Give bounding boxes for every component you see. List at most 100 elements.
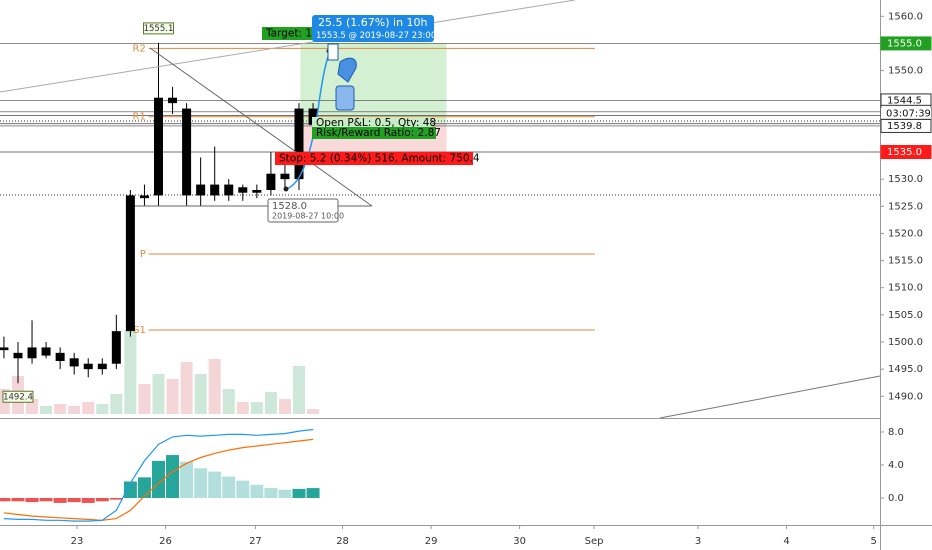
target-zone xyxy=(300,43,447,124)
macd-histogram-bar xyxy=(222,476,236,498)
y-tick-label: 1490.0 xyxy=(888,391,923,402)
countdown-tag xyxy=(881,107,931,119)
main-layer: 1560.01555.01550.01545.01540.01535.01530… xyxy=(0,11,923,547)
volume-bar xyxy=(124,330,137,414)
volume-bar xyxy=(307,409,320,414)
rr-box xyxy=(312,127,436,139)
candle-body xyxy=(196,184,206,196)
macd-histogram-bar xyxy=(306,488,320,498)
y-tick-label: 1525.0 xyxy=(888,201,923,212)
background-layer xyxy=(0,15,884,529)
macd-y-tick-label: 8.0 xyxy=(888,427,904,438)
macd-histogram-bar xyxy=(123,481,137,498)
volume-bar xyxy=(236,402,249,414)
volume-bar xyxy=(194,374,207,414)
trend-line xyxy=(659,375,881,419)
macd-histogram-bar xyxy=(208,471,222,498)
macd-y-tick-label: 4.0 xyxy=(888,460,904,471)
macd-histogram-bar xyxy=(67,497,81,503)
price-tag xyxy=(880,145,932,159)
pivot-label: R1 xyxy=(133,112,146,123)
candle-body xyxy=(111,331,121,364)
point-value: 1528.0 xyxy=(272,201,307,212)
candle-body xyxy=(224,184,234,196)
trend-line xyxy=(149,47,373,207)
x-tick-label: 23 xyxy=(71,536,84,547)
pivot-label: R2 xyxy=(133,43,146,54)
candle-body xyxy=(153,97,163,196)
pl-box xyxy=(312,117,432,129)
macd-histogram-bar xyxy=(137,477,151,498)
macd-y-tick-label: 0.0 xyxy=(888,493,904,504)
candle-body xyxy=(55,352,65,361)
x-tick-label: 28 xyxy=(336,536,349,547)
volume-bar xyxy=(166,379,179,414)
countdown: 03:07:39 xyxy=(886,108,931,119)
macd-histogram-bar xyxy=(81,497,95,503)
y-tick-label: 1515.0 xyxy=(888,256,923,267)
macd-histogram-bar xyxy=(278,489,292,498)
price-tag xyxy=(880,36,932,51)
stop-box xyxy=(275,152,473,165)
pivot-label: P xyxy=(140,249,146,260)
volume-bar xyxy=(54,404,67,414)
rr-text: Risk/Reward Ratio: 2.87 xyxy=(316,127,441,139)
low-label-box xyxy=(2,390,34,403)
volume-bar xyxy=(152,374,165,414)
x-tick-label: 4 xyxy=(783,536,789,547)
forecast-path xyxy=(285,51,331,190)
x-tick-label: 27 xyxy=(249,536,262,547)
candle-body xyxy=(69,358,79,367)
candle-body xyxy=(139,195,149,199)
volume-bar xyxy=(82,402,95,414)
x-tick-label: 5 xyxy=(870,536,876,547)
high-label-box xyxy=(142,22,174,35)
volume-bar xyxy=(293,366,306,414)
candle-body xyxy=(83,363,93,370)
trend-line xyxy=(0,0,576,93)
rocket-shape xyxy=(337,57,357,83)
volume-bar xyxy=(40,406,53,414)
volume-bar xyxy=(264,392,277,414)
price-tag-label: 1544.5 xyxy=(887,95,922,106)
stop-text: Stop: 5.2 (0.34%) 516, Amount: 750.4 xyxy=(279,153,480,165)
pl-text: Open P&L: 0.5, Qty: 48 xyxy=(316,117,436,129)
macd-histogram-bar xyxy=(109,497,123,500)
point-box xyxy=(267,198,339,223)
candle-body xyxy=(97,363,107,370)
volume-bar xyxy=(208,359,221,414)
volume-bar xyxy=(180,362,193,414)
volume-bar xyxy=(68,406,81,414)
macd-histogram-bar xyxy=(0,497,11,502)
x-tick-label: 26 xyxy=(159,536,172,547)
candle-body xyxy=(168,97,178,104)
y-tick-label: 1560.0 xyxy=(888,11,923,22)
candle-body xyxy=(238,187,248,193)
candle-body xyxy=(13,352,23,359)
forecast-box xyxy=(312,15,434,42)
macd-histogram-bar xyxy=(166,455,180,498)
candle-body xyxy=(27,347,37,359)
forecast-detail: 1553.5 @ 2019-08-27 23:00 xyxy=(316,31,436,41)
rocket-flag xyxy=(327,43,339,61)
target-text: Target: 1 xyxy=(265,28,312,40)
macd-histogram-bar xyxy=(151,460,165,498)
price-tag-label: 1555.0 xyxy=(887,38,922,49)
macd-histogram-bar xyxy=(250,484,264,498)
candle-body xyxy=(125,195,135,332)
candle-body xyxy=(266,173,276,190)
rocket-stand xyxy=(335,85,355,111)
y-tick-label: 1510.0 xyxy=(888,283,923,294)
volume-bar xyxy=(222,389,235,414)
point-date: 2019-08-27 10:00 xyxy=(272,212,344,221)
candle-body xyxy=(41,347,51,356)
y-tick-label: 1495.0 xyxy=(888,364,923,375)
macd-histogram-bar xyxy=(292,488,306,498)
macd-line xyxy=(3,428,314,522)
macd-histogram-bar xyxy=(236,480,250,498)
y-tick-label: 1550.0 xyxy=(888,66,923,77)
macd-histogram-bar xyxy=(194,468,208,498)
macd-histogram-bar xyxy=(264,488,278,498)
